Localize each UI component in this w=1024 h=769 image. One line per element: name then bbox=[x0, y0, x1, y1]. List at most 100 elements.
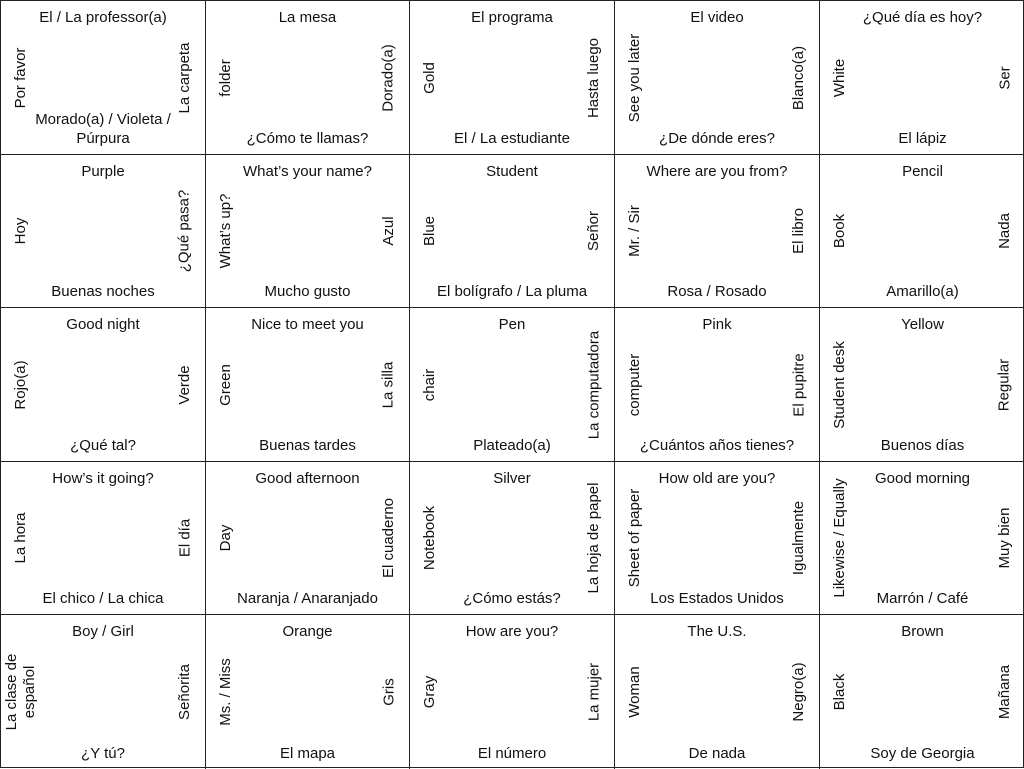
square-left-label: La hora bbox=[12, 512, 29, 564]
puzzle-square: The U.S. Woman Negro(a) De nada bbox=[615, 615, 820, 769]
square-right-label: Hasta luego bbox=[585, 37, 602, 118]
puzzle-square: Good afternoon Day El cuaderno Naranja /… bbox=[206, 462, 410, 615]
square-left-label: Gold bbox=[421, 61, 438, 94]
puzzle-square: How old are you? Sheet of paper Igualmen… bbox=[615, 462, 820, 615]
square-top-label: Where are you from? bbox=[646, 163, 788, 180]
square-bottom-label: ¿Cómo estás? bbox=[463, 590, 561, 607]
square-right-label: Mañana bbox=[996, 664, 1013, 720]
square-bottom-label: Buenas noches bbox=[51, 283, 155, 300]
square-bottom-label: El número bbox=[477, 745, 547, 762]
square-bottom-label: ¿Cuántos años tienes? bbox=[639, 437, 795, 454]
square-top-label: Orange bbox=[282, 623, 333, 640]
square-top-label: Nice to meet you bbox=[251, 316, 364, 333]
square-right-label: El pupitre bbox=[790, 352, 807, 417]
square-right-label: Gris bbox=[380, 678, 397, 706]
square-right-label: Igualmente bbox=[790, 500, 807, 576]
square-right-label: Dorado(a) bbox=[380, 43, 397, 112]
puzzle-square: Good morning Likewise / Equally Muy bien… bbox=[820, 462, 1024, 615]
puzzle-square: El / La professor(a) Por favor La carpet… bbox=[1, 1, 206, 155]
square-top-label: El programa bbox=[471, 9, 553, 26]
square-bottom-label: ¿Qué tal? bbox=[70, 437, 136, 454]
square-left-label: Blue bbox=[421, 215, 438, 247]
square-top-label: The U.S. bbox=[687, 623, 747, 640]
square-bottom-label: Soy de Georgia bbox=[870, 745, 975, 762]
square-top-label: El / La professor(a) bbox=[39, 9, 167, 26]
square-left-label: Day bbox=[217, 524, 234, 552]
square-left-label: Ms. / Miss bbox=[217, 658, 234, 726]
puzzle-square: Where are you from? Mr. / Sir El libro R… bbox=[615, 155, 820, 308]
puzzle-square: Boy / Girl La clase de español Señorita … bbox=[1, 615, 206, 769]
square-top-label: La mesa bbox=[278, 9, 337, 26]
square-right-label: La carpeta bbox=[176, 42, 193, 113]
square-bottom-label: El chico / La chica bbox=[42, 590, 164, 607]
square-left-label: Woman bbox=[626, 666, 643, 718]
puzzle-square: Pen chair La computadora Plateado(a) bbox=[410, 308, 615, 462]
square-left-label: Student desk bbox=[831, 340, 848, 429]
puzzle-square: Yellow Student desk Regular Buenos días bbox=[820, 308, 1024, 462]
square-right-label: La silla bbox=[380, 361, 397, 408]
puzzle-square: El video See you later Blanco(a) ¿De dón… bbox=[615, 1, 820, 155]
square-right-label: El cuaderno bbox=[380, 497, 397, 579]
square-top-label: Purple bbox=[81, 163, 125, 180]
square-left-label: folder bbox=[217, 58, 234, 97]
puzzle-square: Pencil Book Nada Amarillo(a) bbox=[820, 155, 1024, 308]
square-bottom-label: Plateado(a) bbox=[473, 437, 551, 454]
square-right-label: Nada bbox=[996, 213, 1013, 249]
square-left-label: Black bbox=[831, 673, 848, 711]
square-top-label: Silver bbox=[493, 470, 531, 487]
square-top-label: How are you? bbox=[465, 623, 559, 640]
square-bottom-label: El mapa bbox=[279, 745, 336, 762]
puzzle-square: ¿Qué día es hoy? White Ser El lápiz bbox=[820, 1, 1024, 155]
square-bottom-label: El / La estudiante bbox=[454, 130, 570, 147]
square-top-label: Boy / Girl bbox=[72, 623, 134, 640]
square-left-label: Rojo(a) bbox=[12, 359, 29, 410]
puzzle-square: Nice to meet you Green La silla Buenas t… bbox=[206, 308, 410, 462]
puzzle-square: Pink computer El pupitre ¿Cuántos años t… bbox=[615, 308, 820, 462]
square-bottom-label: El lápiz bbox=[898, 130, 947, 147]
square-top-label: Student bbox=[486, 163, 538, 180]
square-top-label: Pen bbox=[498, 316, 526, 333]
square-right-label: La computadora bbox=[585, 330, 602, 439]
square-right-label: Muy bien bbox=[996, 507, 1013, 569]
square-left-label: Green bbox=[217, 363, 234, 406]
square-bottom-label: ¿Cómo te llamas? bbox=[246, 130, 369, 147]
square-bottom-label: Mucho gusto bbox=[264, 283, 351, 300]
square-bottom-label: Los Estados Unidos bbox=[650, 590, 784, 607]
puzzle-square: Student Blue Señor El bolígrafo / La plu… bbox=[410, 155, 615, 308]
square-right-label: Regular bbox=[996, 358, 1013, 411]
square-left-label: What’s up? bbox=[217, 193, 234, 269]
square-left-label: See you later bbox=[626, 33, 643, 122]
square-bottom-label: El bolígrafo / La pluma bbox=[436, 283, 588, 300]
square-right-label: La hoja de papel bbox=[585, 482, 602, 594]
puzzle-square: How’s it going? La hora El día El chico … bbox=[1, 462, 206, 615]
square-left-label: Por favor bbox=[12, 47, 29, 108]
square-top-label: Brown bbox=[901, 623, 944, 640]
square-left-label: La clase de español bbox=[3, 653, 38, 731]
square-bottom-label: De nada bbox=[688, 745, 746, 762]
puzzle-square: Orange Ms. / Miss Gris El mapa bbox=[206, 615, 410, 769]
square-left-label: computer bbox=[626, 353, 643, 416]
square-left-label: White bbox=[831, 58, 848, 97]
puzzle-square: Purple Hoy ¿Qué pasa? Buenas noches bbox=[1, 155, 206, 308]
puzzle-square: El programa Gold Hasta luego El / La est… bbox=[410, 1, 615, 155]
square-top-label: How old are you? bbox=[658, 470, 776, 487]
square-right-label: Blanco(a) bbox=[790, 45, 807, 110]
square-right-label: El libro bbox=[790, 208, 807, 254]
square-left-label: Sheet of paper bbox=[626, 488, 643, 588]
square-left-label: Hoy bbox=[12, 217, 29, 245]
puzzle-square: Silver Notebook La hoja de papel ¿Cómo e… bbox=[410, 462, 615, 615]
square-left-label: Mr. / Sir bbox=[626, 205, 643, 257]
puzzle-square: Good night Rojo(a) Verde ¿Qué tal? bbox=[1, 308, 206, 462]
square-bottom-label: Naranja / Anaranjado bbox=[237, 590, 378, 607]
square-top-label: Pencil bbox=[902, 163, 943, 180]
square-top-label: Pink bbox=[702, 316, 732, 333]
puzzle-square: How are you? Gray La mujer El número bbox=[410, 615, 615, 769]
square-top-label: Yellow bbox=[901, 316, 944, 333]
square-right-label: La mujer bbox=[585, 662, 602, 722]
square-bottom-label: ¿Y tú? bbox=[81, 745, 125, 762]
square-bottom-label: ¿De dónde eres? bbox=[659, 130, 775, 147]
square-bottom-label: Rosa / Rosado bbox=[667, 283, 767, 300]
square-top-label: ¿Qué día es hoy? bbox=[862, 9, 983, 26]
square-top-label: Good night bbox=[66, 316, 140, 333]
